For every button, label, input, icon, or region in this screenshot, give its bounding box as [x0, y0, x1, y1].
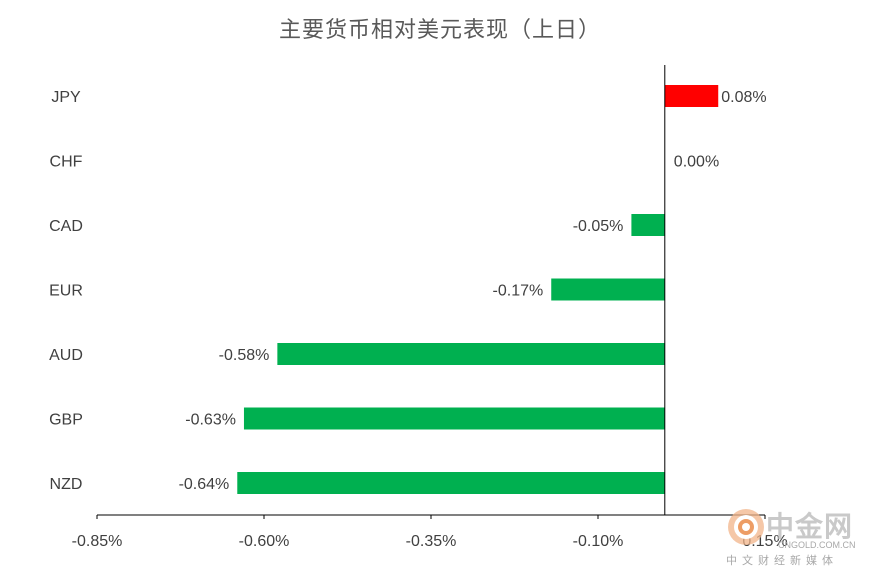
watermark-tagline: 中文财经新媒体: [726, 554, 838, 567]
category-label: JPY: [51, 89, 81, 106]
data-label: -0.05%: [573, 218, 624, 235]
data-label: -0.17%: [493, 283, 544, 300]
data-label: -0.64%: [179, 476, 230, 493]
x-tick-label: -0.35%: [406, 533, 457, 550]
bar: [631, 214, 665, 236]
category-label: EUR: [49, 283, 83, 300]
watermark-url: CNGOLD.COM.CN: [778, 540, 856, 550]
category-label: AUD: [49, 347, 83, 364]
cngold-logo-icon: [728, 509, 764, 545]
x-tick-label: -0.60%: [239, 533, 290, 550]
data-label: 0.08%: [721, 89, 766, 106]
data-label: -0.63%: [185, 412, 236, 429]
category-label: CAD: [49, 218, 83, 235]
bar: [551, 278, 665, 301]
bar: [243, 407, 665, 430]
watermark-brand: 中金网: [766, 510, 854, 543]
category-label: NZD: [50, 476, 83, 493]
data-label: -0.58%: [219, 347, 270, 364]
chart-title: 主要货币相对美元表现（上日）: [278, 18, 601, 43]
x-tick-label: -0.10%: [573, 533, 624, 550]
x-tick-label: -0.85%: [72, 533, 123, 550]
bar: [277, 343, 665, 365]
bar: [237, 472, 665, 494]
category-label: GBP: [49, 412, 83, 429]
data-label: 0.00%: [674, 154, 719, 171]
bar: [664, 85, 719, 107]
watermark: 中金网 CNGOLD.COM.CN 中文财经新媒体: [722, 503, 872, 573]
category-label: CHF: [50, 154, 83, 171]
